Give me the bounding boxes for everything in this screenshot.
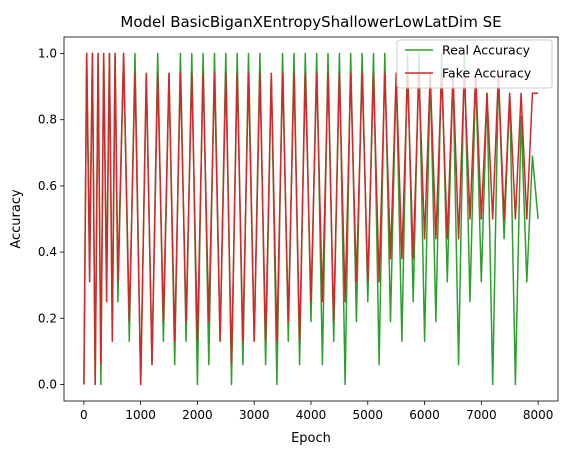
y-tick-label: 0.6 [38,179,57,193]
x-axis-title: Epoch [291,431,331,446]
y-axis: 0.0 0.2 0.4 0.6 0.8 1.0 [38,47,64,391]
y-tick-label: 0.2 [38,311,57,325]
legend-label-fake: Fake Accuracy [442,66,532,81]
series-line-fake-accuracy [83,52,539,386]
x-tick-label: 5000 [353,408,384,422]
y-tick-label: 1.0 [38,47,57,61]
legend: Real Accuracy Fake Accuracy [396,39,553,89]
x-tick-label: 2000 [182,408,213,422]
legend-label-real: Real Accuracy [442,43,531,58]
x-tick-label: 8000 [523,408,554,422]
series-layer [83,52,539,386]
y-tick-label: 0.4 [38,245,57,259]
x-tick-label: 0 [80,408,88,422]
chart-title: Model BasicBiganXEntropyShallowerLowLatD… [120,13,501,31]
y-axis-title: Accuracy [9,189,24,249]
x-axis: 0 1000 2000 3000 4000 5000 6000 7000 8000 [80,401,553,422]
y-tick-label: 0.8 [38,113,57,127]
x-tick-label: 4000 [296,408,327,422]
x-tick-label: 6000 [409,408,440,422]
x-tick-label: 7000 [466,408,497,422]
legend-box [396,39,553,89]
x-tick-label: 1000 [125,408,156,422]
x-tick-label: 3000 [239,408,270,422]
y-tick-label: 0.0 [38,377,57,391]
